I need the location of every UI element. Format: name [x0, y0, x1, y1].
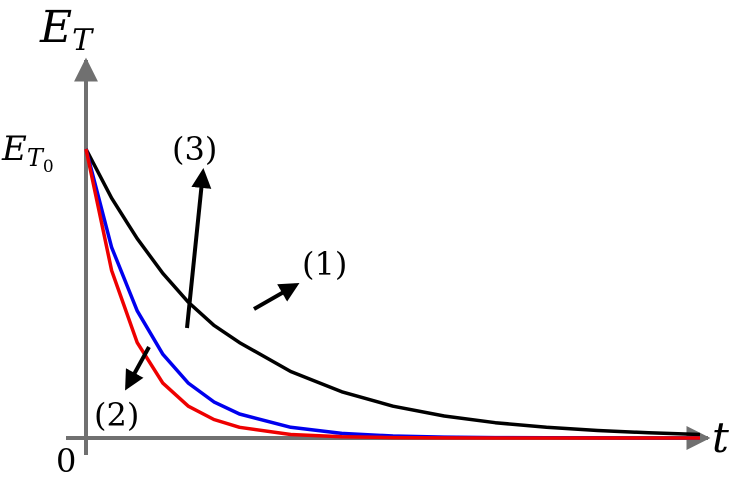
arrow-1 [253, 283, 300, 311]
y-start-label: ET0 [1, 129, 54, 177]
series-label-1: (1) [302, 245, 347, 283]
series-line-1 [84, 148, 701, 437]
x-axis-label: t [712, 413, 729, 462]
series-line-3 [84, 148, 700, 440]
y-axis-label: ET [39, 2, 94, 58]
arrow-2 [125, 346, 151, 391]
series-label-2: (2) [94, 396, 139, 434]
origin-label: 0 [56, 442, 76, 480]
series-label-3: (3) [172, 130, 217, 168]
series-layer [84, 148, 701, 440]
arrow-3 [185, 168, 212, 329]
